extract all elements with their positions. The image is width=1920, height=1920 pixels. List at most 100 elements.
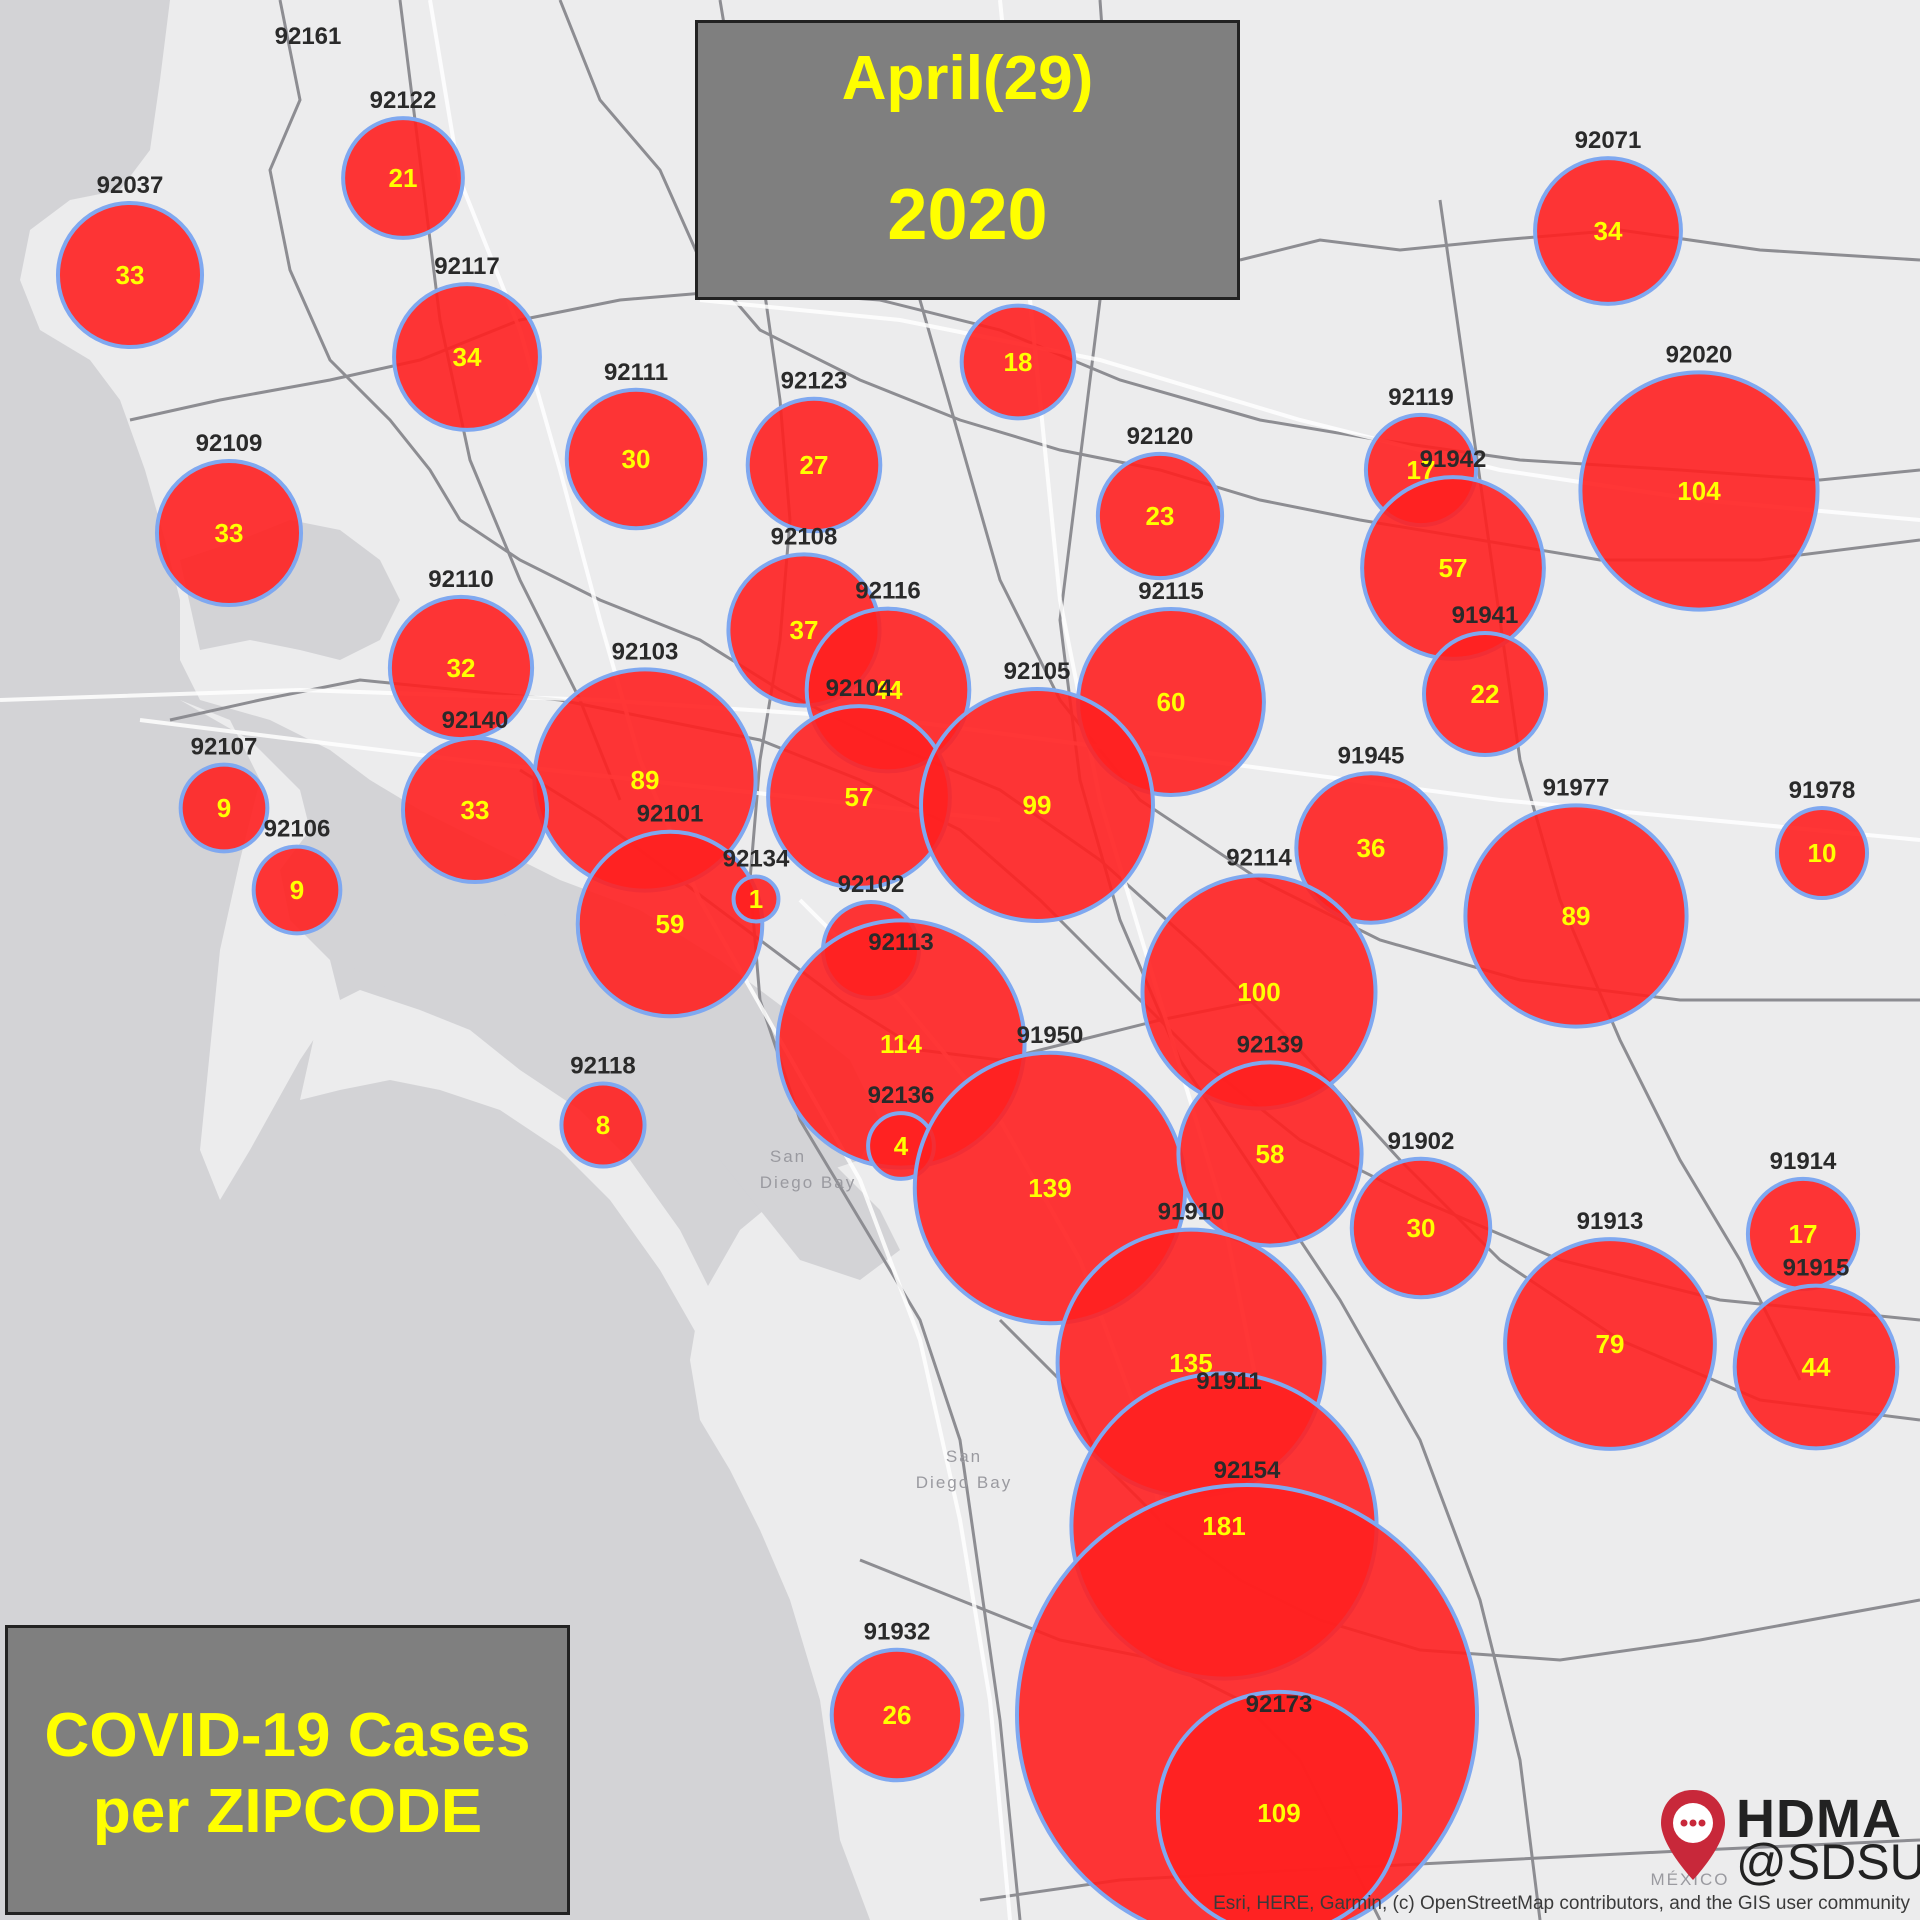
case-bubble[interactable] <box>251 844 343 936</box>
zip-label: 91978 <box>1789 777 1856 804</box>
zip-label: 92122 <box>370 87 437 114</box>
case-bubble[interactable] <box>1774 805 1870 901</box>
case-count: 139 <box>1028 1173 1071 1203</box>
zip-label: 91914 <box>1770 1148 1837 1175</box>
case-bubble[interactable] <box>1578 370 1820 612</box>
case-bubble[interactable] <box>829 1647 965 1783</box>
zip-label: 92116 <box>855 578 920 605</box>
date-month: April(29) <box>841 44 1094 113</box>
logo-line-2: @SDSU <box>1736 1834 1920 1890</box>
zip-label: 91910 <box>1158 1199 1225 1226</box>
case-bubble[interactable] <box>919 687 1155 923</box>
case-count: 17 <box>1789 1219 1818 1249</box>
zip-label: 92106 <box>264 816 331 843</box>
bay-label: Diego Bay <box>916 1473 1012 1492</box>
title-line-1: COVID-19 Cases <box>44 1701 531 1770</box>
case-count: 36 <box>1357 833 1386 863</box>
zip-label: 91950 <box>1017 1022 1084 1049</box>
case-count: 58 <box>1256 1139 1285 1169</box>
case-count: 44 <box>1802 1352 1831 1382</box>
case-bubble[interactable] <box>1463 803 1689 1029</box>
zip-label: 92154 <box>1214 1457 1281 1484</box>
case-bubble[interactable] <box>341 116 465 240</box>
case-bubble[interactable] <box>1294 771 1448 925</box>
zip-label: 92104 <box>826 675 893 702</box>
hdma-logo: HDMA @SDSU <box>1658 1788 1920 1890</box>
zip-label: 91942 <box>1420 446 1487 473</box>
location-pin-icon <box>1661 1790 1725 1880</box>
zip-label: 91911 <box>1196 1368 1261 1395</box>
country-label: MÉXICO <box>1650 1870 1729 1889</box>
case-bubble[interactable] <box>745 396 883 534</box>
case-count: 34 <box>1594 216 1623 246</box>
zip-label: 92107 <box>191 734 258 761</box>
zip-label: 92136 <box>868 1082 935 1109</box>
case-bubble[interactable] <box>959 303 1077 421</box>
zip-label: 92110 <box>428 566 493 593</box>
zip-label: 92115 <box>1138 578 1203 605</box>
case-bubble[interactable] <box>55 200 205 350</box>
zip-label: 91945 <box>1338 742 1405 769</box>
bay-label: San <box>770 1147 806 1166</box>
case-count: 99 <box>1023 790 1052 820</box>
zip-label: 91915 <box>1783 1255 1850 1282</box>
date-panel: April(29) 2020 <box>695 20 1240 300</box>
zip-label: 92119 <box>1388 384 1453 411</box>
case-count: 21 <box>389 163 418 193</box>
case-bubble[interactable] <box>1421 630 1549 758</box>
zip-label: 92037 <box>97 172 164 199</box>
zip-label: 92139 <box>1237 1031 1304 1058</box>
land-point-loma <box>180 700 340 1200</box>
case-bubble[interactable] <box>559 1081 647 1169</box>
case-count: 114 <box>880 1029 922 1059</box>
case-count: 89 <box>631 765 660 795</box>
case-count: 100 <box>1237 977 1280 1007</box>
case-count: 33 <box>215 518 244 548</box>
zip-label: 92071 <box>1575 127 1642 154</box>
zip-label: 92123 <box>781 368 848 395</box>
zip-label: 92103 <box>612 638 679 665</box>
case-count: 30 <box>1407 1213 1436 1243</box>
zip-label: 92108 <box>771 523 838 550</box>
case-count: 181 <box>1202 1511 1245 1541</box>
case-bubble[interactable] <box>1095 451 1225 581</box>
case-bubble[interactable] <box>154 458 304 608</box>
case-count: 4 <box>894 1131 909 1161</box>
zip-label: 92109 <box>196 430 263 457</box>
zip-label: 91941 <box>1452 602 1519 629</box>
zip-label: 91977 <box>1543 774 1610 801</box>
case-count: 30 <box>622 444 651 474</box>
case-count: 18 <box>1004 347 1033 377</box>
zip-label: 92105 <box>1004 658 1071 685</box>
case-bubble[interactable] <box>1155 1689 1403 1920</box>
case-bubble[interactable] <box>1176 1060 1364 1248</box>
date-year: 2020 <box>887 175 1048 255</box>
zip-label: 92161 <box>275 23 342 50</box>
case-count: 10 <box>1808 838 1837 868</box>
case-bubble[interactable] <box>1503 1237 1717 1451</box>
zip-label: 92101 <box>637 801 704 828</box>
case-count: 59 <box>656 909 685 939</box>
case-count: 8 <box>596 1110 610 1140</box>
case-count: 44 <box>874 675 903 705</box>
case-count: 32 <box>447 653 476 683</box>
zip-label: 92102 <box>838 871 905 898</box>
case-bubble[interactable] <box>731 874 781 924</box>
logo-line-1: HDMA <box>1736 1789 1902 1849</box>
case-bubble[interactable] <box>400 735 550 885</box>
case-count: 27 <box>800 450 829 480</box>
case-bubble[interactable] <box>575 829 765 1019</box>
case-bubble[interactable] <box>1732 1283 1900 1451</box>
case-bubble[interactable] <box>564 387 708 531</box>
case-bubble[interactable] <box>1349 1156 1493 1300</box>
bay-label: San <box>946 1447 982 1466</box>
case-bubble[interactable] <box>1533 156 1683 306</box>
case-bubble[interactable] <box>178 762 270 854</box>
case-bubble[interactable] <box>392 282 542 432</box>
bay-label: Diego Bay <box>760 1173 856 1192</box>
case-count: 23 <box>1146 501 1175 531</box>
zip-label: 92134 <box>723 846 790 873</box>
case-count: 17 <box>1407 455 1436 485</box>
